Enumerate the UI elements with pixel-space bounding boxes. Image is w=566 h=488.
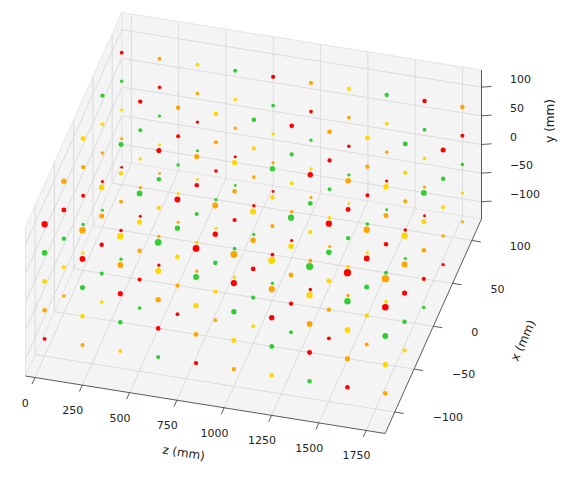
svg-text:z (mm): z (mm) <box>161 443 206 464</box>
svg-text:0: 0 <box>471 326 478 339</box>
svg-text:x (mm): x (mm) <box>508 318 539 364</box>
svg-text:100: 100 <box>510 73 531 86</box>
svg-text:0: 0 <box>510 131 517 144</box>
svg-text:1500: 1500 <box>295 442 323 455</box>
svg-text:0: 0 <box>22 397 29 410</box>
svg-text:100: 100 <box>510 240 531 253</box>
svg-text:−50: −50 <box>510 159 533 172</box>
svg-text:500: 500 <box>109 412 130 425</box>
svg-text:1000: 1000 <box>201 427 229 440</box>
svg-text:50: 50 <box>510 102 524 115</box>
svg-text:250: 250 <box>62 404 83 417</box>
svg-text:−100: −100 <box>433 411 463 424</box>
svg-text:1250: 1250 <box>248 434 276 447</box>
svg-text:y (mm): y (mm) <box>543 99 557 143</box>
svg-text:1750: 1750 <box>343 449 371 462</box>
svg-text:750: 750 <box>157 419 178 432</box>
svg-text:−50: −50 <box>452 368 475 381</box>
svg-text:50: 50 <box>491 283 505 296</box>
svg-text:−100: −100 <box>510 188 540 201</box>
